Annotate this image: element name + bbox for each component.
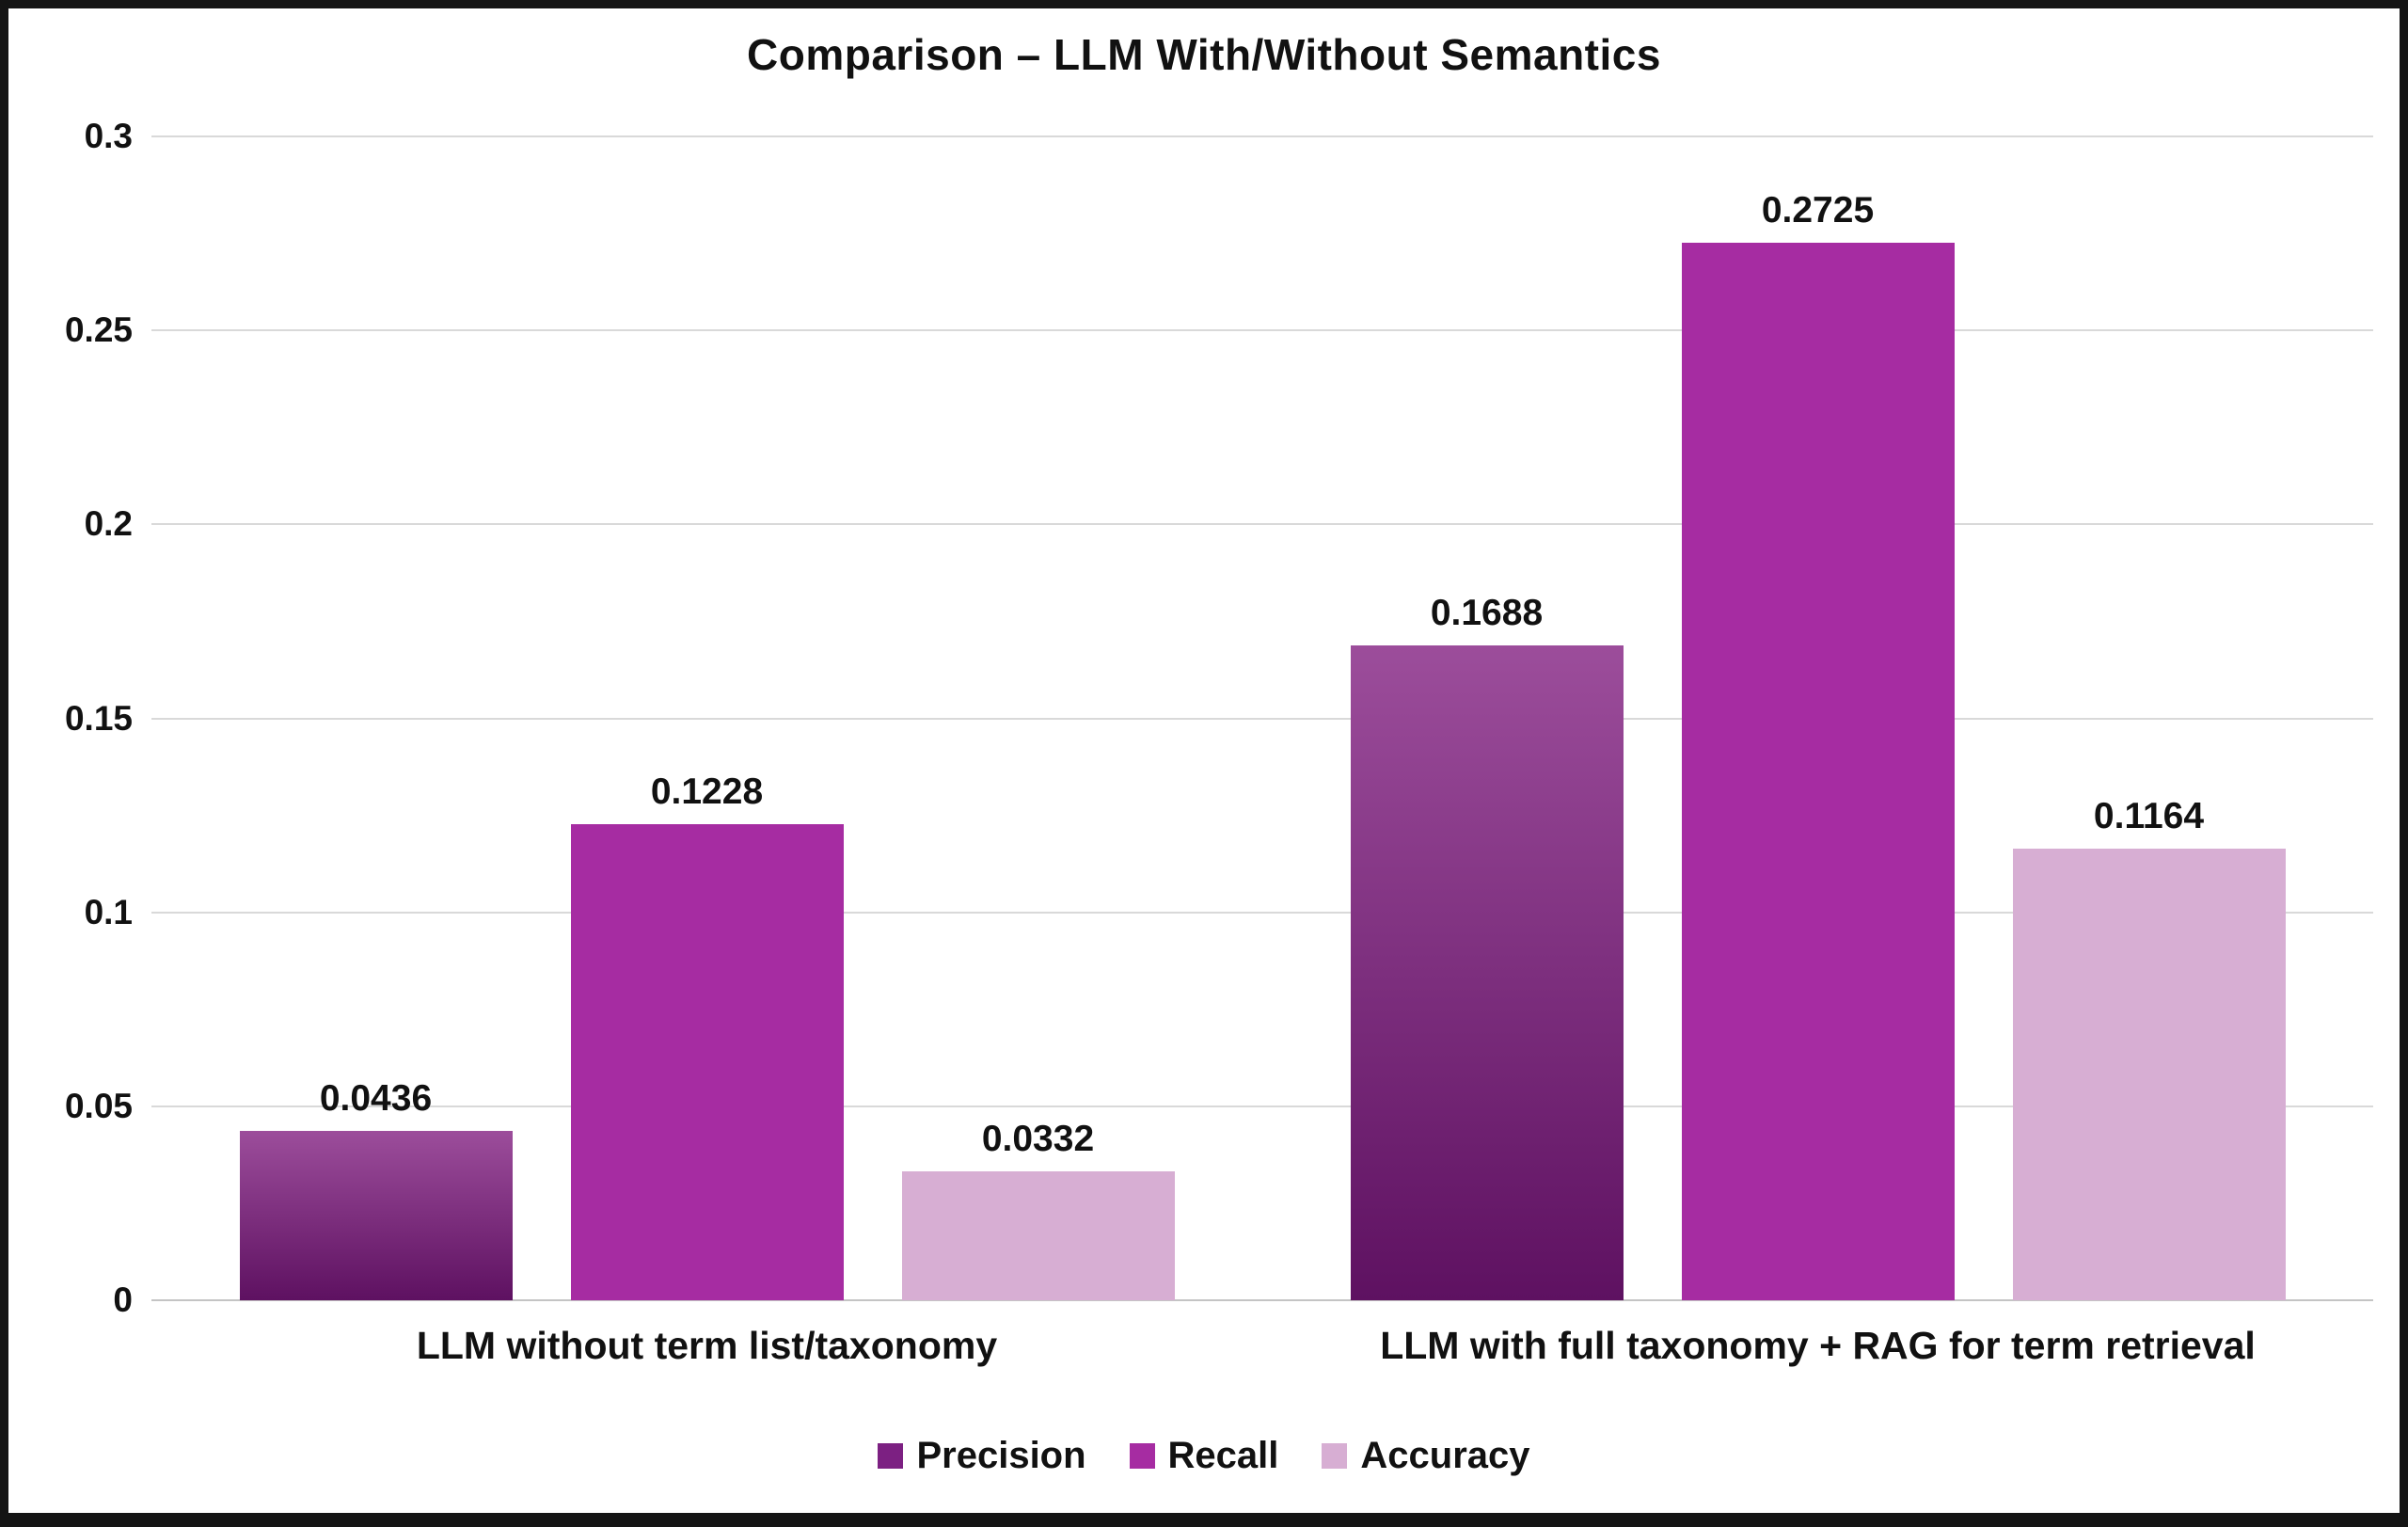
bar-column: 0.1228 [570,136,844,1300]
bar-value-label: 0.2725 [1761,190,1875,231]
bar-group: 0.1688 0.2725 0.1164 [1262,136,2373,1300]
gridline [151,135,2373,137]
bar-group: 0.0436 0.1228 0.0332 [151,136,1262,1300]
bar-recall [1681,243,1955,1300]
y-axis-tick-label: 0.1 [84,892,133,931]
y-axis-tick-label: 0.3 [84,117,133,155]
bar-value-label: 0.0332 [981,1119,1095,1160]
chart-title: Comparison – LLM With/Without Semantics [747,30,1661,79]
legend-item-accuracy: Accuracy [1322,1435,1530,1477]
legend-item-precision: Precision [878,1435,1086,1477]
x-category-label: LLM without term list/taxonomy [416,1324,998,1367]
y-axis-tick-label: 0.2 [84,504,133,544]
bar-recall [570,823,844,1300]
y-axis-tick-label: 0.25 [64,310,133,350]
legend-swatch [1322,1443,1348,1469]
bar-value-label: 0.1228 [650,771,764,812]
legend-label: Recall [1167,1435,1279,1476]
bar-column: 0.0436 [239,136,513,1300]
x-category-label: LLM with full taxonomy + RAG for term re… [1380,1324,2256,1367]
bar-column: 0.1688 [1350,136,1624,1300]
bar-value-label: 0.0436 [319,1078,433,1120]
bar-precision [239,1131,513,1300]
x-axis-baseline [151,1299,2373,1301]
gridline [151,911,2373,914]
legend-label: Precision [916,1435,1086,1476]
bar-groups: 0.0436 0.1228 0.0332 0.1688 0.2725 0.1164 [151,136,2373,1300]
plot-area: 0.0436 0.1228 0.0332 0.1688 0.2725 0.1164 [151,135,2373,1301]
x-axis-labels: LLM without term list/taxonomy LLM with f… [151,1324,2373,1368]
y-axis-tick-label: 0 [113,1280,133,1319]
bar-precision [1350,644,1624,1300]
bar-accuracy [901,1171,1175,1300]
gridline [151,1105,2373,1107]
bar-column: 0.0332 [901,136,1175,1300]
bar-column: 0.2725 [1681,136,1955,1300]
legend: Precision Recall Accuracy [8,1435,2400,1477]
bar-column: 0.1164 [2012,136,2286,1300]
legend-swatch [878,1443,904,1469]
gridline [151,523,2373,526]
y-axis: 0.3 0.25 0.2 0.15 0.1 0.05 0 [8,117,133,1319]
legend-label: Accuracy [1360,1435,1530,1476]
legend-swatch [1129,1443,1155,1469]
legend-item-recall: Recall [1129,1435,1279,1477]
bar-value-label: 0.1688 [1430,592,1544,633]
y-axis-tick-label: 0.05 [64,1086,133,1125]
bar-value-label: 0.1164 [2093,796,2205,837]
gridline [151,329,2373,332]
y-axis-tick-label: 0.15 [64,698,133,738]
gridline [151,717,2373,720]
bar-accuracy [2012,849,2286,1300]
